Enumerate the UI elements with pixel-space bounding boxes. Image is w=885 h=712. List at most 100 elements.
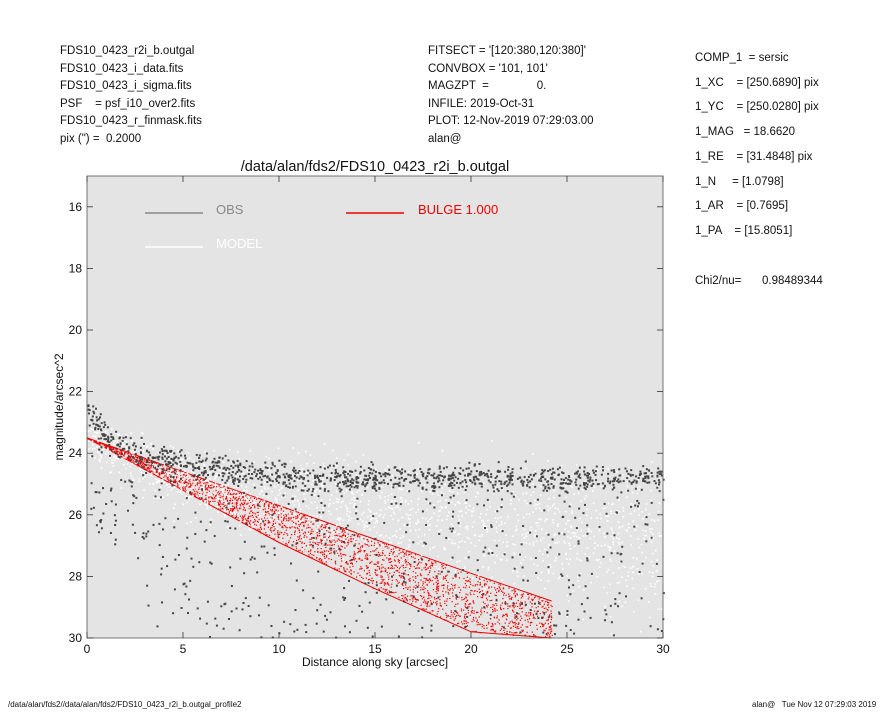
bulge-point xyxy=(515,627,516,628)
obs-point xyxy=(237,485,239,487)
bulge-point xyxy=(208,497,209,498)
bulge-point xyxy=(219,504,220,505)
bulge-point xyxy=(439,596,440,597)
model-point xyxy=(542,537,544,539)
obs-point xyxy=(561,478,563,480)
model-point xyxy=(547,460,549,462)
obs-point xyxy=(595,470,597,472)
bulge-point xyxy=(423,587,424,588)
bulge-point xyxy=(270,528,271,529)
bulge-point xyxy=(371,578,372,579)
model-point xyxy=(617,582,619,584)
bulge-point xyxy=(461,609,462,610)
bulge-point xyxy=(232,503,233,504)
bulge-point xyxy=(177,483,178,484)
model-point xyxy=(593,502,595,504)
bulge-point xyxy=(547,635,548,636)
bulge-point xyxy=(523,630,524,631)
bulge-point xyxy=(409,568,410,569)
bulge-point xyxy=(435,562,436,563)
bulge-point xyxy=(357,552,358,553)
model-point xyxy=(483,523,485,525)
bulge-point xyxy=(398,559,399,560)
bulge-point xyxy=(454,614,455,615)
model-point xyxy=(431,517,433,519)
bulge-point xyxy=(298,550,299,551)
bulge-point xyxy=(446,601,447,602)
bulge-point xyxy=(408,554,409,555)
model-point xyxy=(633,611,635,613)
bulge-point xyxy=(318,559,319,560)
obs-point xyxy=(281,464,283,466)
obs-point xyxy=(590,617,592,619)
bulge-point xyxy=(514,607,515,608)
bulge-point xyxy=(397,580,398,581)
model-point xyxy=(364,527,366,529)
model-point xyxy=(188,498,190,500)
model-point xyxy=(311,502,313,504)
bulge-point xyxy=(369,570,370,571)
bulge-point xyxy=(444,578,445,579)
model-point xyxy=(305,472,307,474)
obs-point xyxy=(418,485,420,487)
model-point xyxy=(435,566,437,568)
bulge-point xyxy=(214,486,215,487)
model-point xyxy=(125,468,127,470)
bulge-point xyxy=(470,590,471,591)
bulge-point xyxy=(476,621,477,622)
model-point xyxy=(151,472,153,474)
model-point xyxy=(618,527,620,529)
bulge-point xyxy=(274,513,275,514)
bulge-point xyxy=(311,538,312,539)
bulge-point xyxy=(472,607,473,608)
model-point xyxy=(186,502,188,504)
model-point xyxy=(285,519,287,521)
obs-point xyxy=(477,569,479,571)
bulge-point xyxy=(497,622,498,623)
bulge-point xyxy=(362,560,363,561)
bulge-point xyxy=(538,601,539,602)
bulge-point xyxy=(421,605,422,606)
bulge-point xyxy=(260,501,261,502)
bulge-point xyxy=(437,593,438,594)
model-point xyxy=(324,443,326,445)
model-point xyxy=(313,462,315,464)
bulge-point xyxy=(345,562,346,563)
bulge-point xyxy=(470,592,471,593)
bulge-point xyxy=(408,562,409,563)
model-point xyxy=(491,440,493,442)
model-point xyxy=(453,543,455,545)
model-point xyxy=(187,491,189,493)
model-point xyxy=(252,526,254,528)
bulge-point xyxy=(508,626,509,627)
bulge-point xyxy=(429,582,430,583)
obs-point xyxy=(363,478,365,480)
model-point xyxy=(335,483,337,485)
model-point xyxy=(356,510,358,512)
bulge-point xyxy=(488,623,489,624)
model-point xyxy=(118,472,120,474)
model-point xyxy=(637,568,639,570)
bulge-point xyxy=(344,530,345,531)
obs-point xyxy=(264,475,266,477)
model-point xyxy=(163,482,165,484)
bulge-point xyxy=(342,554,343,555)
model-point xyxy=(100,458,102,460)
bulge-point xyxy=(529,618,530,619)
model-point xyxy=(181,493,183,495)
bulge-point xyxy=(539,598,540,599)
bulge-point xyxy=(502,592,503,593)
bulge-point xyxy=(430,600,431,601)
bulge-point xyxy=(308,524,309,525)
model-point xyxy=(408,546,410,548)
model-point xyxy=(363,524,365,526)
model-point xyxy=(565,497,567,499)
model-point xyxy=(155,490,157,492)
model-point xyxy=(121,487,123,489)
bulge-point xyxy=(546,620,547,621)
bulge-point xyxy=(248,521,249,522)
bulge-point xyxy=(438,590,439,591)
obs-point xyxy=(243,602,245,604)
model-point xyxy=(381,534,383,536)
model-point xyxy=(432,493,434,495)
